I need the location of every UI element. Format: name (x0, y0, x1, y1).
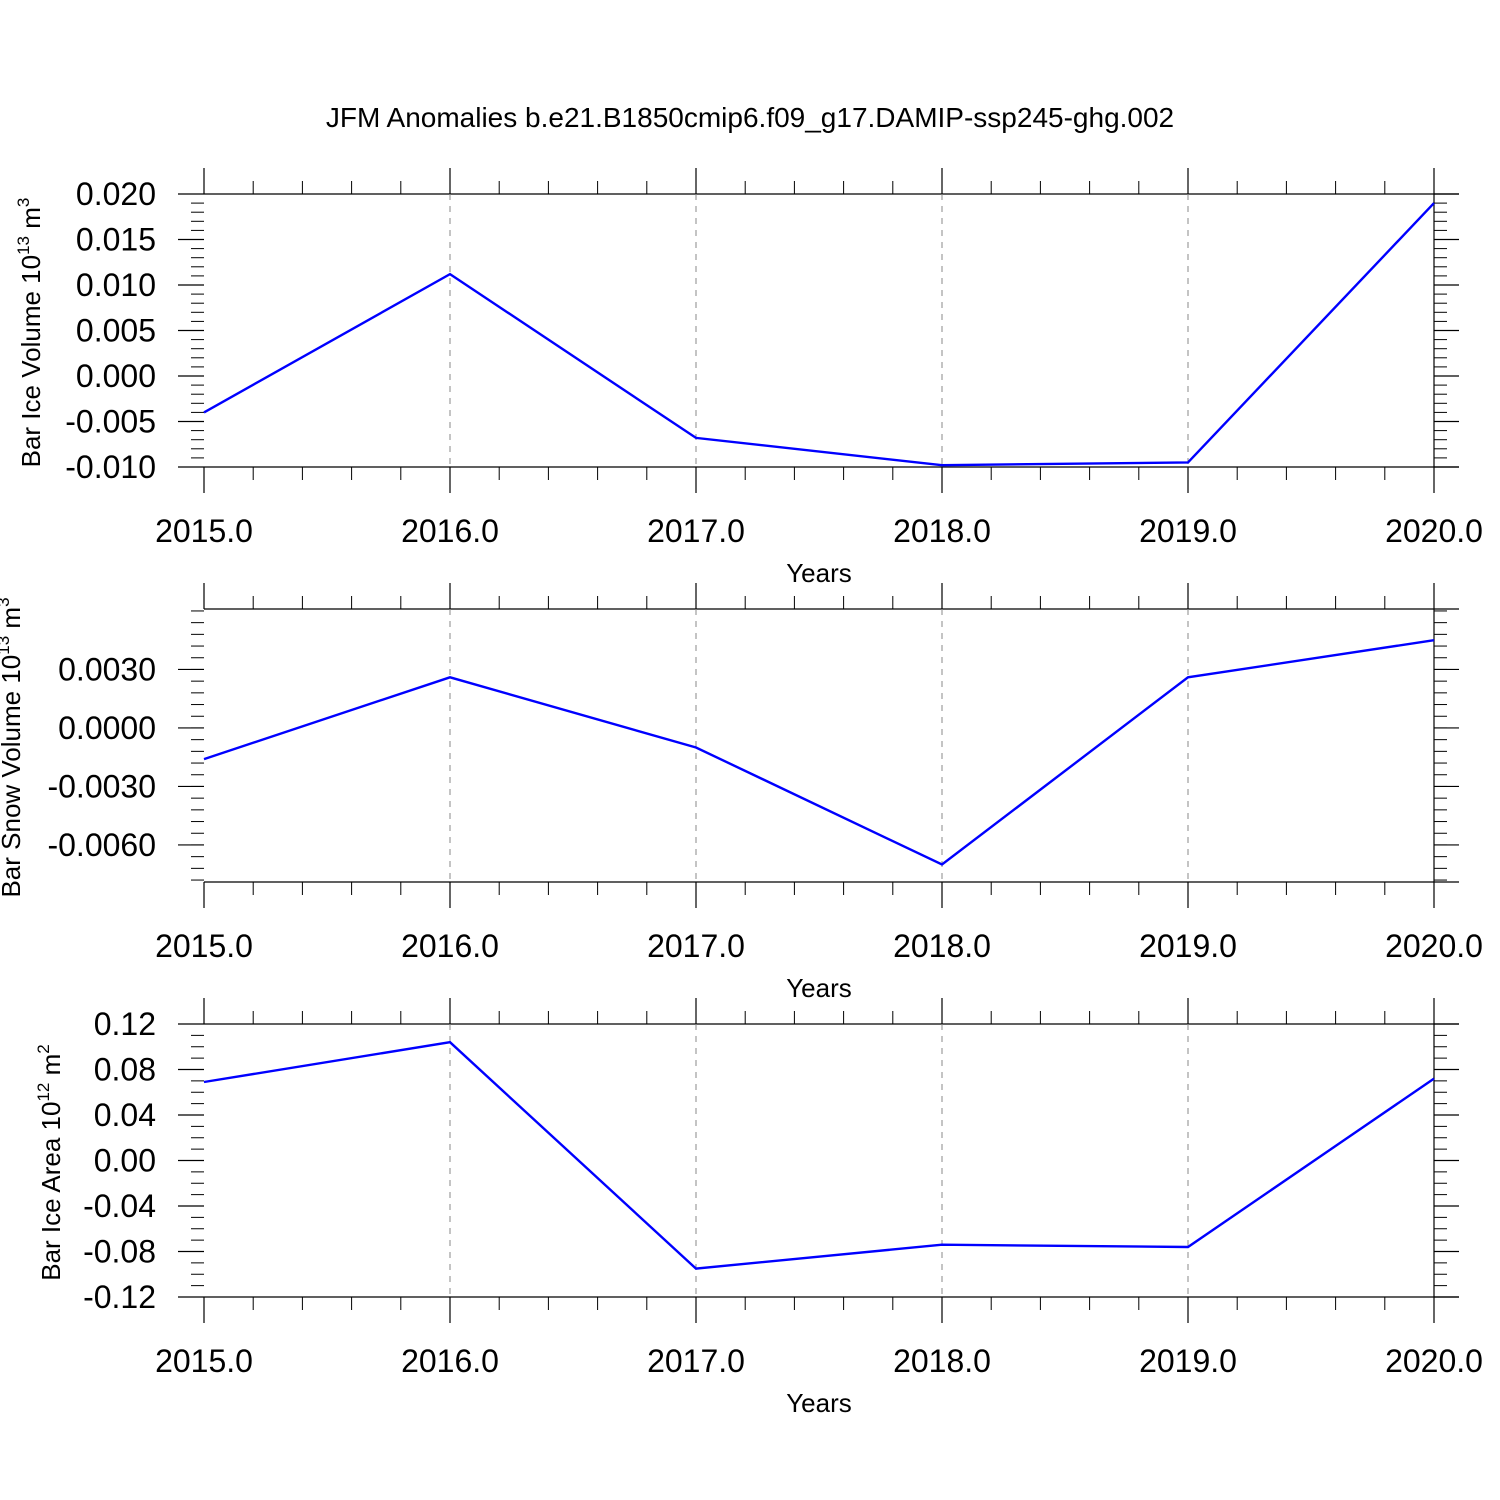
x-tick-label: 2019.0 (1139, 1343, 1237, 1379)
y-tick-label: -0.08 (83, 1234, 156, 1270)
x-axis-label: Years (786, 558, 852, 588)
y-axis-label: Bar Ice Area 1012 m2 (34, 1044, 66, 1281)
y-tick-label: 0.0030 (58, 651, 156, 687)
x-tick-label: 2017.0 (647, 928, 745, 964)
x-tick-label: 2017.0 (647, 1343, 745, 1379)
y-tick-label: 0.010 (76, 267, 156, 303)
series-line (203, 1040, 1435, 1270)
y-axis-label: Bar Ice Volume 1013 m3 (14, 198, 46, 468)
page-title: JFM Anomalies b.e21.B1850cmip6.f09_g17.D… (325, 102, 1175, 133)
x-axis-label: Years (786, 1388, 852, 1418)
x-tick-label: 2017.0 (647, 513, 745, 549)
x-tick-label: 2019.0 (1139, 928, 1237, 964)
chart-panel-2: -0.0060 -0.0030 0.0000 0.0030 2015.0 2016.0 20… (0, 583, 1483, 1003)
x-axis-label: Years (786, 973, 852, 1003)
series-line (203, 202, 1435, 467)
x-tick-label: 2018.0 (893, 928, 991, 964)
x-tick-label: 2016.0 (401, 928, 499, 964)
y-tick-label: -0.005 (65, 404, 156, 440)
chart-panel-3: -0.12 -0.08 -0.04 0.00 0.04 0.08 0.12 2015.0 201… (34, 998, 1483, 1418)
y-tick-label: 0.12 (94, 1006, 156, 1042)
x-tick-label: 2016.0 (401, 1343, 499, 1379)
y-axis-label: Bar Snow Volume 1013 m3 (0, 597, 26, 897)
x-tick-label: 2018.0 (893, 1343, 991, 1379)
x-tick-label: 2020.0 (1385, 513, 1483, 549)
y-tick-label: 0.08 (94, 1052, 156, 1088)
series-line (203, 639, 1435, 866)
x-tick-label: 2015.0 (155, 1343, 253, 1379)
y-tick-label: 0.00 (94, 1143, 156, 1179)
y-tick-label: -0.12 (83, 1279, 156, 1315)
chart-panel-1: -0.010 -0.005 0.000 0.005 0.010 0.015 0.020 201… (14, 168, 1483, 588)
x-tick-label: 2015.0 (155, 513, 253, 549)
x-tick-label: 2018.0 (893, 513, 991, 549)
x-tick-label: 2020.0 (1385, 928, 1483, 964)
y-tick-label: 0.020 (76, 176, 156, 212)
x-tick-label: 2020.0 (1385, 1343, 1483, 1379)
y-tick-label: 0.0000 (58, 710, 156, 746)
y-tick-label: -0.04 (83, 1188, 156, 1224)
y-tick-label: 0.000 (76, 358, 156, 394)
y-tick-label: 0.015 (76, 222, 156, 258)
y-tick-label: -0.0060 (47, 827, 156, 863)
y-tick-label: -0.010 (65, 449, 156, 485)
x-tick-label: 2019.0 (1139, 513, 1237, 549)
x-tick-label: 2016.0 (401, 513, 499, 549)
x-tick-label: 2015.0 (155, 928, 253, 964)
y-tick-label: -0.0030 (47, 768, 156, 804)
y-tick-label: 0.005 (76, 313, 156, 349)
y-tick-label: 0.04 (94, 1097, 156, 1133)
